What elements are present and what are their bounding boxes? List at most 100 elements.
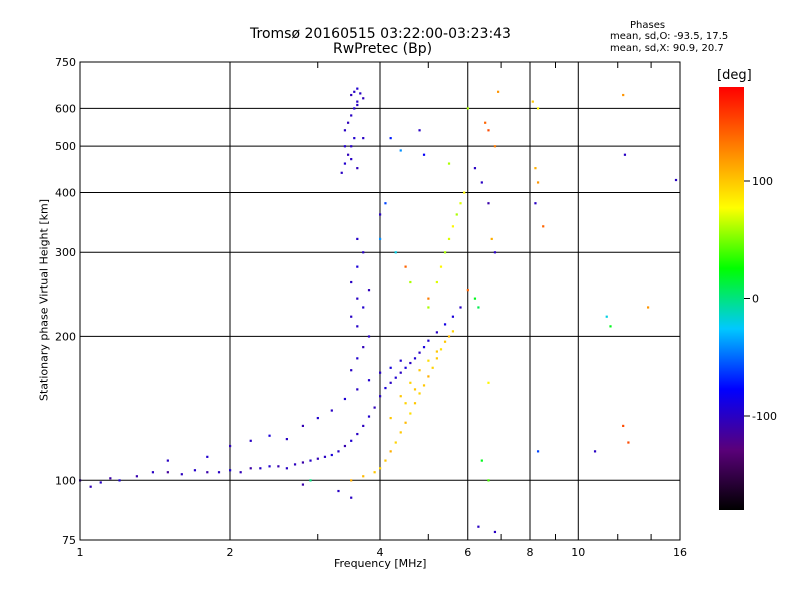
data-point xyxy=(443,340,447,343)
data-point xyxy=(343,145,347,148)
phase-stats-o: mean, sd,O: -93.5, 17.5 xyxy=(610,31,729,42)
data-point xyxy=(623,153,627,156)
data-point xyxy=(350,369,353,372)
data-point xyxy=(435,280,438,284)
data-point xyxy=(350,280,353,284)
data-point xyxy=(118,479,121,482)
data-point xyxy=(356,167,359,170)
data-point xyxy=(356,237,359,241)
data-point xyxy=(399,371,402,374)
data-point xyxy=(389,137,392,140)
data-point xyxy=(343,162,347,165)
data-point xyxy=(362,475,365,478)
data-point xyxy=(646,306,650,309)
data-point xyxy=(353,137,356,140)
chart-subtitle: RwPretec (Bp) xyxy=(333,41,433,57)
phases-header: Phases xyxy=(630,20,666,31)
data-point xyxy=(451,225,455,228)
data-point xyxy=(542,225,545,228)
data-point xyxy=(622,424,625,428)
data-point xyxy=(316,457,319,460)
colorbar-tick-label: 100 xyxy=(752,175,773,188)
data-point xyxy=(99,481,102,484)
data-point xyxy=(443,323,447,326)
data-point xyxy=(135,475,138,478)
data-point xyxy=(422,346,426,349)
data-point xyxy=(346,121,350,124)
data-point xyxy=(350,315,353,318)
data-point xyxy=(379,213,382,216)
data-point xyxy=(353,90,356,93)
colorbar-tick-label: -100 xyxy=(752,410,777,423)
data-point xyxy=(484,121,487,124)
phase-stats-x: mean, sd,X: 90.9, 20.7 xyxy=(610,43,724,54)
data-point xyxy=(439,265,443,268)
data-point xyxy=(674,178,678,182)
data-point xyxy=(418,129,421,132)
y-tick-label: 600 xyxy=(55,102,76,115)
data-point xyxy=(455,213,458,216)
data-point xyxy=(350,114,353,117)
y-tick-label: 75 xyxy=(62,534,76,547)
data-point xyxy=(389,366,392,369)
data-point xyxy=(389,416,392,420)
data-point xyxy=(330,409,333,412)
data-point xyxy=(166,459,169,462)
data-point xyxy=(379,467,382,470)
data-point xyxy=(394,376,397,379)
data-point xyxy=(285,467,288,470)
data-point xyxy=(480,459,483,462)
data-point xyxy=(409,412,412,415)
chart-title: Tromsø 20160515 03:22:00-03:23:43 xyxy=(250,26,511,42)
data-point xyxy=(259,467,262,470)
data-point xyxy=(422,153,426,156)
data-point xyxy=(463,191,466,194)
data-point xyxy=(337,489,340,493)
data-point xyxy=(330,453,333,457)
data-point xyxy=(350,479,353,482)
data-point xyxy=(301,461,305,464)
data-point xyxy=(459,202,462,205)
data-point xyxy=(362,251,365,254)
data-point xyxy=(249,439,252,442)
data-point xyxy=(466,107,469,110)
data-point xyxy=(473,167,477,170)
data-point xyxy=(459,306,462,309)
data-point xyxy=(413,388,417,391)
data-point xyxy=(353,107,356,110)
data-point xyxy=(356,388,359,391)
data-point xyxy=(362,424,365,428)
colorbar-tick-label: 0 xyxy=(752,293,759,306)
data-point xyxy=(496,90,500,93)
data-point xyxy=(536,107,540,110)
data-point xyxy=(350,158,353,161)
data-point xyxy=(493,145,497,148)
data-point xyxy=(379,237,382,241)
data-point xyxy=(435,331,438,334)
data-point xyxy=(477,306,480,309)
data-point xyxy=(301,483,305,486)
data-point xyxy=(301,424,305,428)
plot-frame xyxy=(79,61,681,541)
data-point xyxy=(413,402,417,405)
y-tick-label: 500 xyxy=(55,140,76,153)
data-point xyxy=(409,381,412,384)
data-point xyxy=(451,330,455,333)
data-point xyxy=(384,202,387,205)
data-point xyxy=(356,432,359,436)
x-tick-label: 4 xyxy=(377,546,384,559)
data-point xyxy=(367,415,371,418)
data-point xyxy=(356,265,359,268)
data-point xyxy=(249,467,252,470)
data-point xyxy=(399,149,402,152)
data-point xyxy=(362,137,365,140)
data-point xyxy=(362,346,365,349)
data-point xyxy=(490,237,493,241)
colorbar-unit-label: [deg] xyxy=(717,68,752,83)
data-point xyxy=(418,351,421,354)
data-point xyxy=(343,129,347,132)
data-point xyxy=(418,392,421,395)
data-point xyxy=(309,479,312,482)
x-tick-label: 2 xyxy=(227,546,234,559)
data-point xyxy=(609,325,612,328)
